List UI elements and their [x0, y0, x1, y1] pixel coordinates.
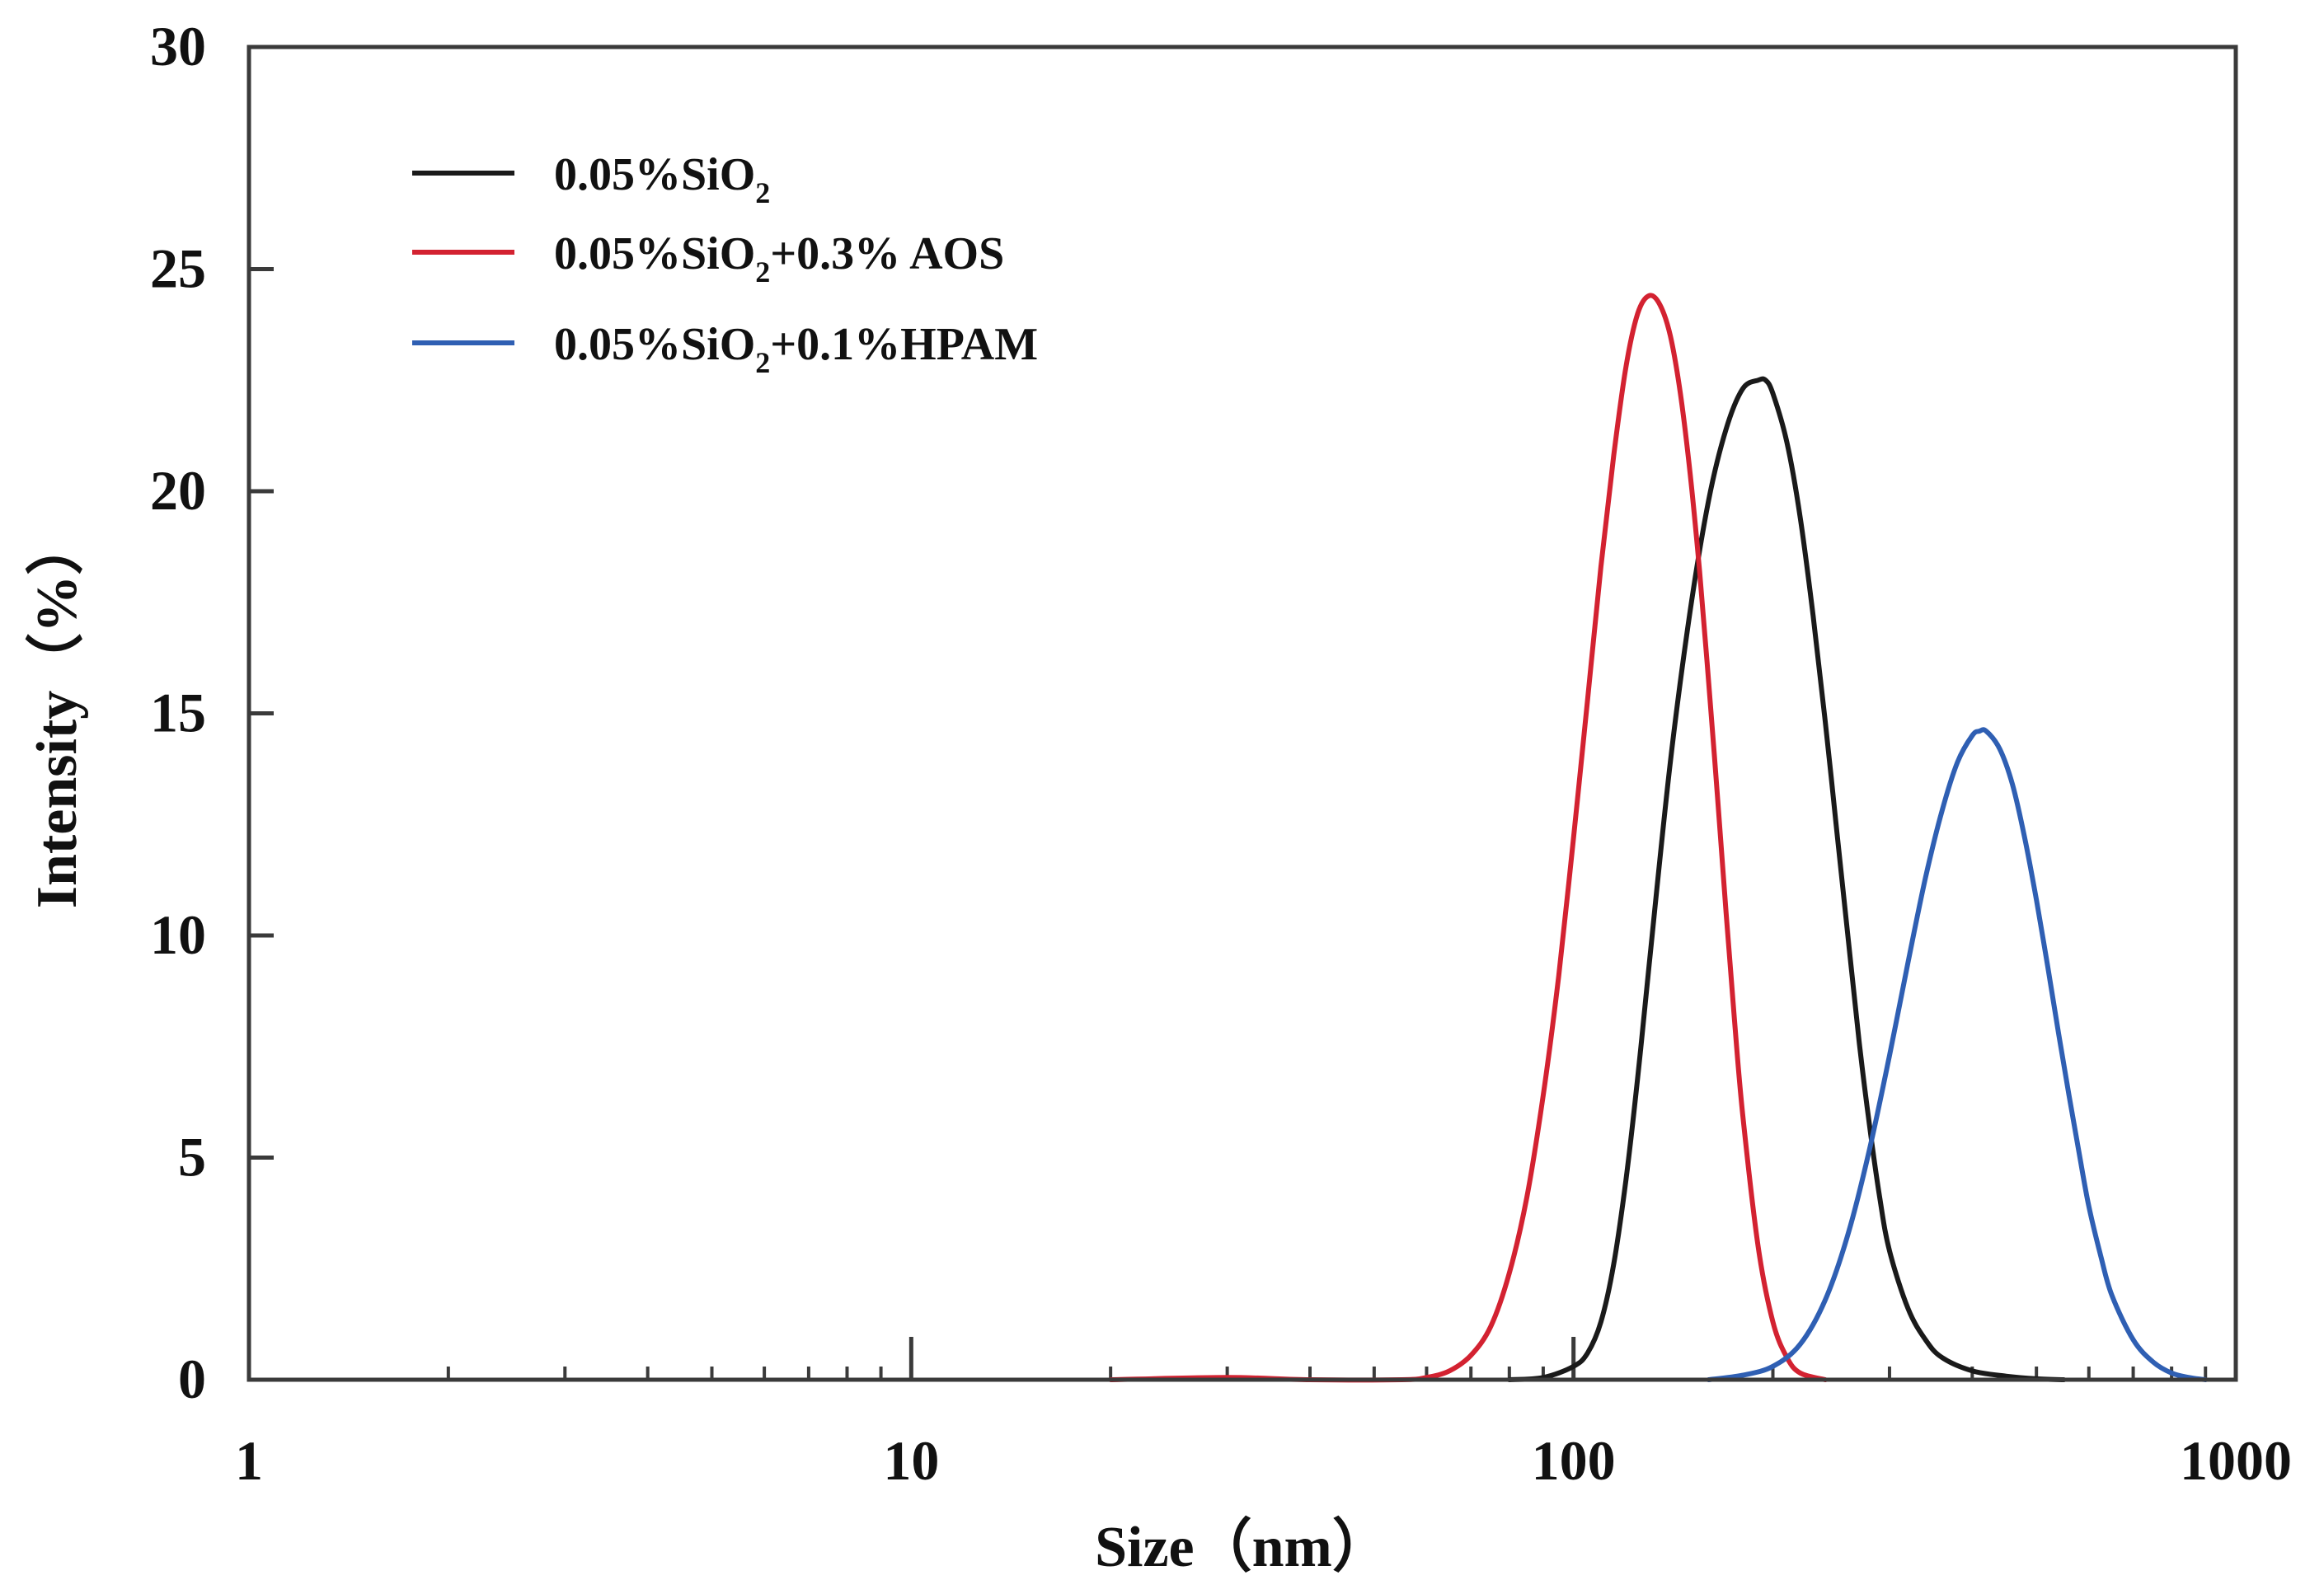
x-axis-title: Size（nm） — [1095, 1515, 1390, 1579]
series-line-1 — [1506, 376, 2067, 1382]
x-axis-tick-labels: 1 10 100 1000 — [235, 1429, 2292, 1492]
legend-label-main: 0.05%SiO — [554, 149, 755, 200]
y-axis-tick-labels: 0 5 10 15 20 25 30 — [150, 15, 206, 1410]
legend-label-main: 0.05%SiO — [554, 228, 755, 279]
y-tick-label: 15 — [150, 682, 206, 744]
legend-label-3: 0.05%SiO2+0.1%HPAM — [554, 319, 1038, 379]
x-tick-label: 1 — [235, 1429, 263, 1492]
y-tick-label: 5 — [178, 1126, 206, 1189]
legend-label-1: 0.05%SiO2 — [554, 149, 770, 209]
y-tick-label: 20 — [150, 459, 206, 522]
legend-label-subscript: 2 — [755, 346, 770, 379]
y-tick-label: 25 — [150, 237, 206, 300]
y-axis-title: Intensity（%） — [25, 518, 89, 908]
y-tick-label: 10 — [150, 903, 206, 966]
series-line-3 — [1706, 727, 2209, 1382]
legend-label-subscript: 2 — [755, 256, 770, 288]
legend-label-tail: +0.3% AOS — [770, 228, 1004, 279]
x-tick-label: 100 — [1532, 1429, 1616, 1492]
x-tick-label: 1000 — [2180, 1429, 2292, 1492]
legend-label-tail: +0.1%HPAM — [770, 319, 1038, 370]
x-axis-ticks — [246, 1337, 2238, 1380]
plot-frame — [246, 45, 2238, 1382]
legend-label-2: 0.05%SiO2+0.3% AOS — [554, 228, 1004, 288]
series-layer — [1108, 293, 2209, 1383]
legend-label-subscript: 2 — [755, 176, 770, 209]
x-tick-label: 10 — [883, 1429, 939, 1492]
series-line-2 — [1108, 293, 1829, 1383]
y-tick-label: 30 — [150, 15, 206, 77]
y-tick-label: 0 — [178, 1348, 206, 1410]
legend-label-main: 0.05%SiO — [554, 319, 755, 370]
